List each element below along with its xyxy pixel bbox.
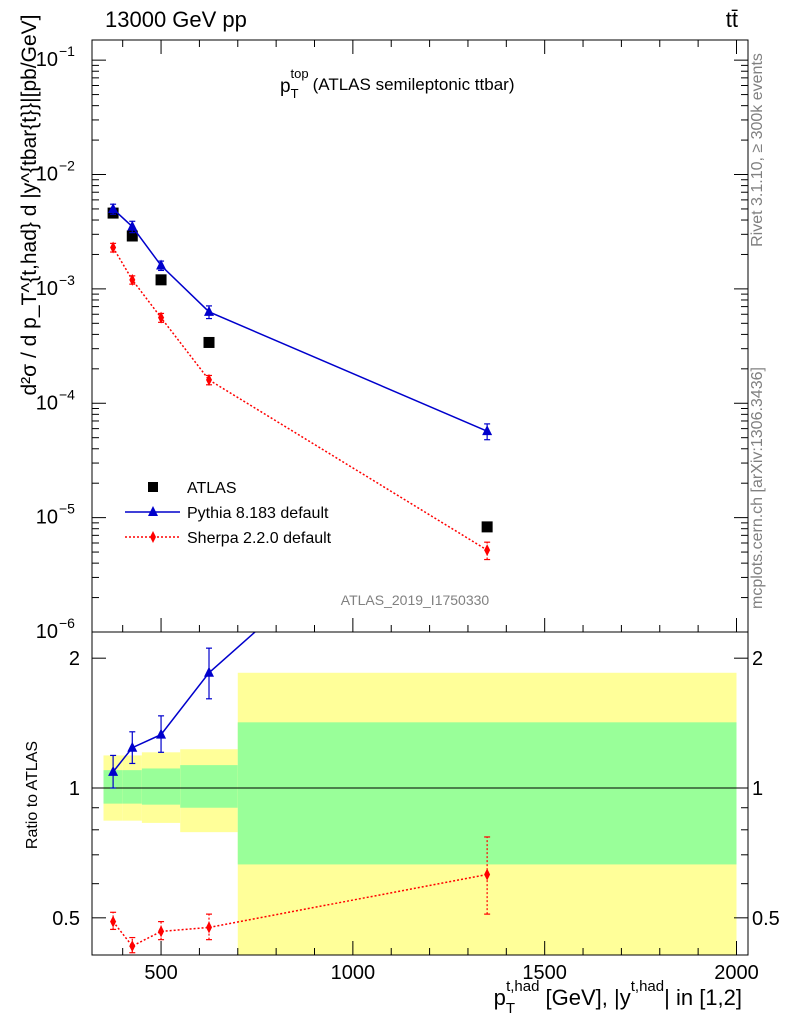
main-y-tick-exp: −5	[59, 501, 75, 517]
sherpa-2-2-0-default-point	[110, 241, 117, 254]
ratio-panel: 0.5 0.5 1 1 2 2 500 1000 1500 2000	[52, 631, 780, 984]
ratio-sherpa-2-2-0-default-point	[110, 915, 117, 928]
main-y-tick-exp: −1	[59, 43, 75, 59]
legend-marker-sherpa-2-2-0-default	[150, 531, 156, 543]
x-axis-label-main: p	[494, 985, 506, 1010]
x-axis-label: pTt,had [GeV], |yt,had| in [1,2]	[494, 978, 742, 1017]
legend-marker-atlas	[148, 482, 158, 492]
energy-label: 13000 GeV pp	[105, 7, 247, 32]
ratio-sherpa-2-2-0-default-point	[129, 940, 136, 953]
ratio-sherpa-2-2-0-default-point	[206, 921, 213, 934]
plot-title: pTtop (ATLAS semileptonic ttbar)	[280, 66, 514, 101]
x-tick-label: 1000	[331, 962, 376, 984]
x-tick-label: 1500	[522, 962, 567, 984]
main-panel: pTtop (ATLAS semileptonic ttbar) ATLAS_20…	[36, 39, 749, 643]
x-axis-label-sup2: t,had	[631, 978, 664, 995]
main-y-tick-label: 10	[36, 507, 58, 529]
main-y-tick-exp: −4	[59, 386, 75, 402]
plot-title-sub: T	[291, 86, 299, 101]
plot-title-sup: top	[291, 66, 309, 81]
main-y-tick-label: 10	[36, 621, 58, 643]
ratio-sherpa-2-2-0-default-line	[112, 873, 488, 948]
ratio-y-tick-label-right: 1	[752, 778, 763, 800]
ratio-y-tick-label: 0.5	[52, 908, 80, 930]
x-tick-label: 2000	[714, 962, 759, 984]
ratio-pythia-8-183-default-point	[108, 765, 119, 776]
pythia-8-183-default-point	[204, 305, 215, 316]
main-y-tick-exp: −3	[59, 272, 75, 288]
legend-label-sherpa-2-2-0-default: Sherpa 2.2.0 default	[187, 530, 332, 547]
legend-label-pythia-8-183-default: Pythia 8.183 default	[187, 505, 329, 522]
process-label: tt̄	[726, 7, 738, 32]
main-y-tick-label: 10	[36, 164, 58, 186]
main-y-tick-label: 10	[36, 392, 58, 414]
rivet-label: Rivet 3.1.10, ≥ 300k events	[749, 53, 766, 247]
ratio-pythia-8-183-default-point	[127, 741, 138, 752]
ratio-pythia-8-183-default-point	[156, 728, 167, 739]
x-tick-label: 500	[144, 962, 177, 984]
x-axis-label-end: | in [1,2]	[664, 985, 742, 1010]
ratio-y-tick-label: 1	[69, 778, 80, 800]
x-axis-label-sub: T	[506, 1000, 515, 1017]
sherpa-2-2-0-default-point	[206, 373, 213, 386]
y-axis-label: d²σ / d p_T^{t,had} d |y^{tbar{t}}|[pb/G…	[18, 15, 41, 396]
ratio-band-inner	[141, 768, 181, 805]
ratio-sherpa-2-2-0-default-point	[484, 868, 491, 881]
ratio-frame	[91, 631, 749, 956]
legend-marker-pythia-8-183-default	[148, 506, 158, 516]
ratio-band-inner	[237, 722, 737, 865]
pythia-8-183-default-point	[156, 259, 167, 270]
atlas-point	[203, 336, 215, 348]
sherpa-2-2-0-default-point	[484, 544, 491, 557]
pythia-8-183-default-line	[112, 208, 488, 432]
plot-title-rest: (ATLAS semileptonic ttbar)	[313, 75, 515, 94]
main-y-tick-exp: −2	[59, 158, 75, 174]
x-axis-label-mid: [GeV], |y	[539, 985, 630, 1010]
ratio-y-tick-label-right: 2	[752, 648, 763, 670]
plot-title-main: p	[280, 76, 291, 97]
ratio-sherpa-2-2-0-default-point	[158, 925, 165, 938]
x-axis-label-sup: t,had	[506, 978, 539, 995]
main-y-tick-exp: −6	[59, 615, 75, 631]
main-y-tick-label: 10	[36, 49, 58, 71]
ratio-y-axis-label: Ratio to ATLAS	[24, 741, 41, 849]
atlas-point	[481, 521, 493, 533]
sherpa-2-2-0-default-point	[129, 273, 136, 286]
main-y-tick-label: 10	[36, 278, 58, 300]
ratio-y-tick-label: 2	[69, 648, 80, 670]
mcplots-label: mcplots.cern.ch [arXiv:1306.3436]	[749, 367, 766, 609]
ratio-band-inner	[122, 770, 142, 804]
atlas-point	[155, 274, 167, 286]
pythia-8-183-default-point	[127, 220, 138, 231]
ratio-band-inner	[180, 765, 238, 808]
ratio-y-tick-label-right: 0.5	[752, 908, 780, 930]
pythia-8-183-default-point	[482, 425, 493, 436]
watermark: ATLAS_2019_I1750330	[341, 592, 490, 608]
ratio-pythia-8-183-default-point	[204, 666, 215, 677]
legend: ATLAS Pythia 8.183 default Sherpa 2.2.0 de…	[125, 480, 332, 547]
atlas-point	[126, 230, 138, 242]
pythia-8-183-default-point	[108, 202, 119, 213]
legend-label-atlas: ATLAS	[187, 480, 237, 497]
sherpa-2-2-0-default-point	[158, 311, 165, 324]
